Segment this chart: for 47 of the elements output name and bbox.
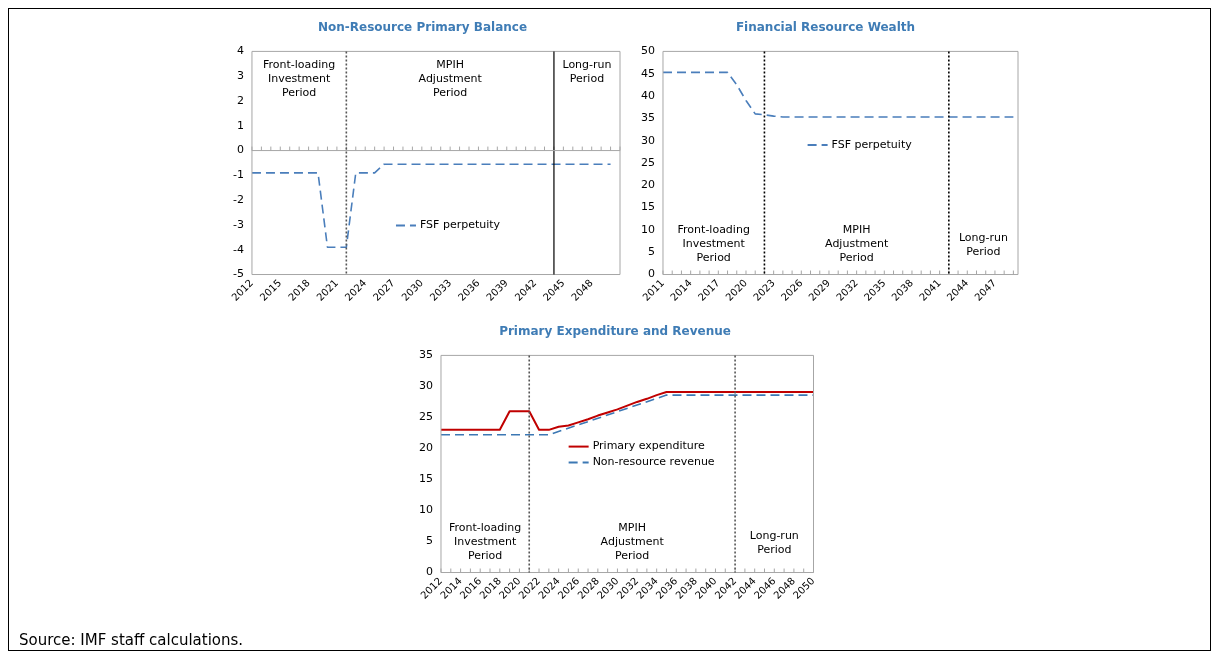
y-tick-label: -1 xyxy=(233,168,244,182)
annotation: Front-loading Investment Period xyxy=(677,222,750,264)
legend-label: Primary expenditure xyxy=(592,439,706,453)
y-tick-label: -2 xyxy=(233,193,244,207)
y-tick-label: 30 xyxy=(419,379,433,393)
y-tick-label: 0 xyxy=(426,565,433,579)
annotation: Long-run Period xyxy=(749,528,799,556)
legend-label: FSF perpetuity xyxy=(419,218,501,232)
y-tick-label: 10 xyxy=(641,222,655,236)
y-tick-label: 0 xyxy=(648,267,655,281)
y-tick-label: 3 xyxy=(236,69,244,83)
y-tick-label: 2 xyxy=(236,93,244,107)
y-tick-label: 35 xyxy=(419,348,433,362)
chart-title: Financial Resource Wealth xyxy=(735,20,916,35)
y-tick-label: 25 xyxy=(641,155,655,169)
line-series xyxy=(663,71,1015,118)
annotation: Front-loading Investment Period xyxy=(448,520,522,562)
y-tick-label: 50 xyxy=(641,44,655,58)
y-tick-label: -4 xyxy=(233,242,244,256)
y-tick-label: 40 xyxy=(641,88,655,102)
y-tick-label: 25 xyxy=(419,410,433,424)
annotation: MPIH Adjustment Period xyxy=(825,222,889,264)
y-tick-label: 15 xyxy=(641,200,655,214)
annotation: Front-loading Investment Period xyxy=(263,57,336,99)
legend-label: FSF perpetuity xyxy=(831,137,913,151)
y-tick-label: 45 xyxy=(641,66,655,80)
y-tick-label: 1 xyxy=(236,118,244,132)
y-tick-label: 0 xyxy=(236,143,244,157)
y-tick-label: 20 xyxy=(419,441,433,455)
annotation: Long-run Period xyxy=(958,230,1008,258)
chart-title: Primary Expenditure and Revenue xyxy=(499,324,731,339)
y-tick-label: 5 xyxy=(648,245,655,259)
y-tick-label: 30 xyxy=(641,133,655,147)
y-tick-label: 15 xyxy=(419,472,433,486)
y-tick-label: 35 xyxy=(641,111,655,125)
y-tick-label: 20 xyxy=(641,178,655,192)
annotation: MPIH Adjustment Period xyxy=(418,57,483,99)
y-tick-label: 4 xyxy=(236,44,244,58)
annotation: MPIH Adjustment Period xyxy=(600,520,665,562)
y-tick-label: -3 xyxy=(233,217,244,231)
chart-title: Non-Resource Primary Balance xyxy=(317,20,528,35)
legend-label: Non-resource revenue xyxy=(592,455,715,469)
y-tick-label: 10 xyxy=(419,503,433,517)
annotation: Long-run Period xyxy=(562,57,612,85)
y-tick-label: -5 xyxy=(233,267,244,281)
y-tick-label: 5 xyxy=(426,534,433,548)
source-note: Source: IMF staff calculations. xyxy=(19,631,244,649)
